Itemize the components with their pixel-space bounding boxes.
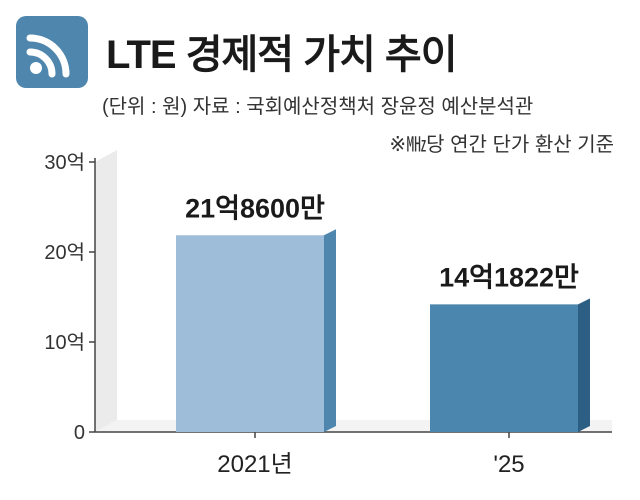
unit-and-source: (단위 : 원) 자료 : 국회예산정책처 장윤정 예산분석관 xyxy=(102,96,534,118)
bar-side xyxy=(324,229,336,432)
x-tick-label: 2021년 xyxy=(217,451,292,478)
chart-title: LTE 경제적 가치 추이 xyxy=(106,33,458,77)
y-tick-label: 20억 xyxy=(44,241,85,264)
bar xyxy=(430,304,578,432)
bar-side xyxy=(578,298,590,432)
data-label: 21억8600만 xyxy=(185,193,325,223)
x-tick-label: '25 xyxy=(493,451,524,478)
y-tick-label: 30억 xyxy=(44,151,85,174)
chart-header: LTE 경제적 가치 추이 (단위 : 원) 자료 : 국회예산정책처 장윤정 … xyxy=(14,14,626,156)
signal-feed-icon xyxy=(16,16,88,88)
chart-side-wall xyxy=(95,150,117,432)
bar xyxy=(176,235,324,432)
data-label: 14억1822만 xyxy=(439,262,579,292)
y-tick-label: 0 xyxy=(74,422,85,444)
y-tick-label: 10억 xyxy=(44,331,85,354)
bar-chart: 0 10억 20억 30억 21억8600만 2021년 14억1822만 '25 xyxy=(44,150,612,478)
basis-note: ※㎒당 연간 단가 환산 기준 xyxy=(389,134,614,156)
